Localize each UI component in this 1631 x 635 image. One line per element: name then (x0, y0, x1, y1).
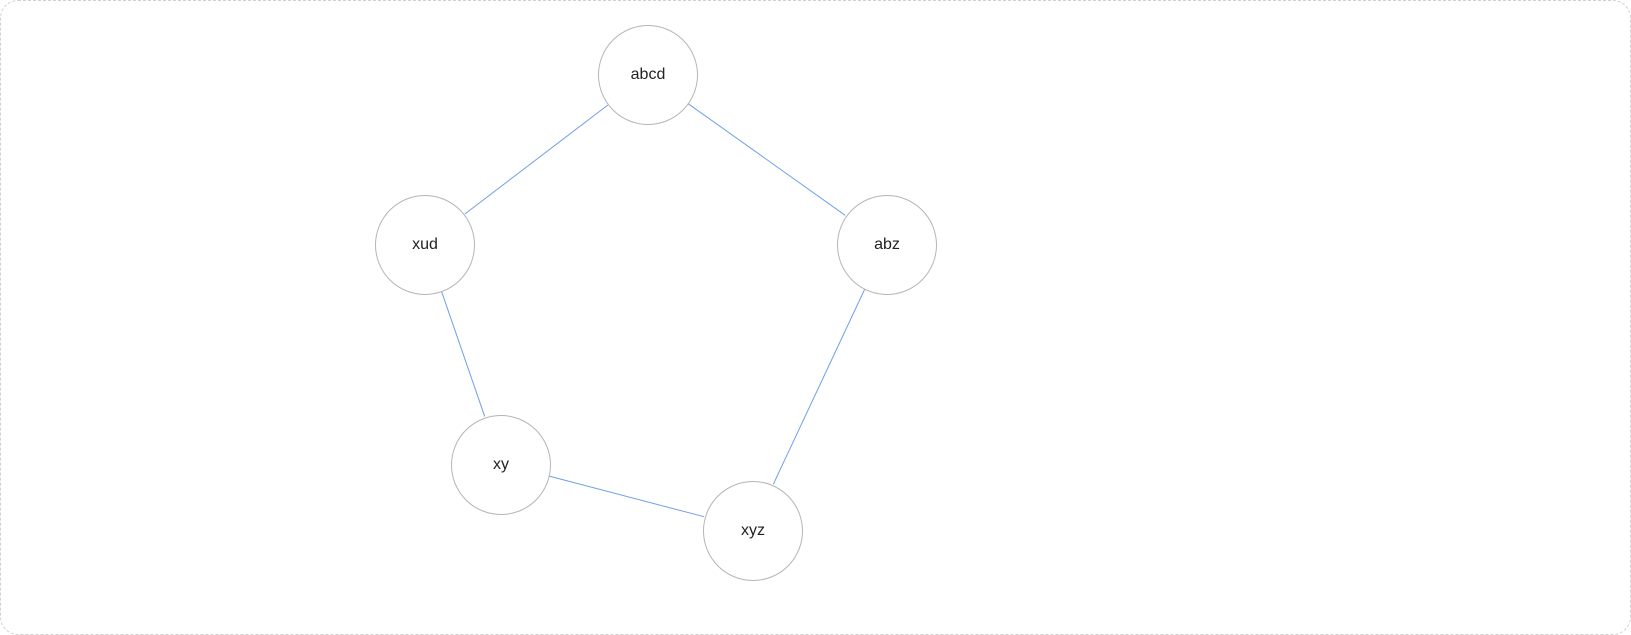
edge-abcd-abz (688, 104, 845, 216)
edge-xy-xyz (549, 476, 704, 517)
node-label: xud (412, 236, 438, 254)
graph-container: abcd xud abz xy xyz (0, 0, 1631, 635)
node-xyz[interactable]: xyz (703, 481, 803, 581)
node-label: abcd (631, 66, 666, 84)
node-label: xyz (741, 522, 765, 540)
graph-edges-layer (1, 1, 1630, 634)
node-label: abz (874, 236, 900, 254)
node-label: xy (493, 456, 509, 474)
node-xy[interactable]: xy (451, 415, 551, 515)
node-xud[interactable]: xud (375, 195, 475, 295)
edge-abcd-xud (465, 105, 608, 214)
node-abz[interactable]: abz (837, 195, 937, 295)
edge-xud-xy (442, 291, 485, 416)
node-abcd[interactable]: abcd (598, 25, 698, 125)
edge-abz-xyz (773, 289, 864, 484)
